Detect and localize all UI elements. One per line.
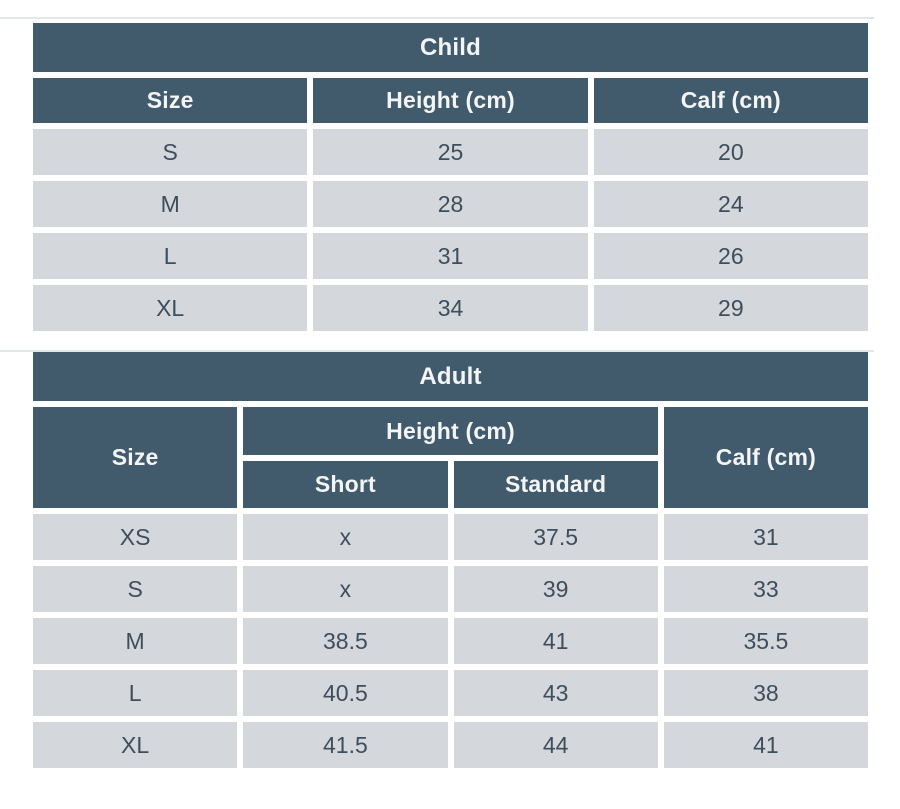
child-column-header-size: Size [33,78,308,123]
adult-height-short-value: x [243,566,448,612]
table-row: M 38.5 41 35.5 [33,618,868,664]
table-row: M 28 24 [33,181,868,227]
child-height-value: 25 [313,129,588,175]
adult-header-group-row: Size Height (cm) Calf (cm) [33,407,868,508]
adult-calf-value: 35.5 [663,618,868,664]
child-height-value: 28 [313,181,588,227]
adult-size-value: XL [33,722,238,768]
top-divider-line [0,17,874,19]
adult-height-standard-value: 37.5 [453,514,658,560]
child-title-row: Child [33,23,868,72]
middle-divider-line [0,350,874,352]
child-table-title: Child [33,23,868,72]
child-height-value: 34 [313,285,588,331]
adult-column-header-standard: Standard [453,461,658,508]
adult-size-value: M [33,618,238,664]
table-row: XL 34 29 [33,285,868,331]
child-size-value: M [33,181,308,227]
table-row: L 31 26 [33,233,868,279]
adult-height-short-value: 41.5 [243,722,448,768]
child-height-value: 31 [313,233,588,279]
adult-calf-value: 33 [663,566,868,612]
child-header-row: Size Height (cm) Calf (cm) [33,78,868,123]
child-column-header-height: Height (cm) [313,78,588,123]
child-size-value: S [33,129,308,175]
table-row: L 40.5 43 38 [33,670,868,716]
adult-size-table: Adult Size Height (cm) Calf (cm) Short S… [27,346,874,774]
adult-column-group-height: Height (cm) [243,407,658,455]
adult-height-short-value: 40.5 [243,670,448,716]
child-calf-value: 26 [593,233,868,279]
table-row: S 25 20 [33,129,868,175]
child-calf-value: 20 [593,129,868,175]
adult-column-header-short: Short [243,461,448,508]
child-column-header-calf: Calf (cm) [593,78,868,123]
table-row: XL 41.5 44 41 [33,722,868,768]
adult-height-standard-value: 44 [453,722,658,768]
adult-height-short-value: 38.5 [243,618,448,664]
adult-table-title: Adult [33,352,868,401]
adult-size-value: XS [33,514,238,560]
adult-title-row: Adult [33,352,868,401]
adult-height-short-value: x [243,514,448,560]
table-row: S x 39 33 [33,566,868,612]
adult-column-header-size: Size [33,407,238,508]
adult-header-sub-row: Short Standard [33,461,868,508]
adult-calf-value: 31 [663,514,868,560]
adult-column-header-calf: Calf (cm) [663,407,868,508]
adult-height-standard-value: 41 [453,618,658,664]
adult-size-value: L [33,670,238,716]
table-row: XS x 37.5 31 [33,514,868,560]
adult-size-value: S [33,566,238,612]
child-calf-value: 24 [593,181,868,227]
child-size-value: XL [33,285,308,331]
adult-height-standard-value: 39 [453,566,658,612]
adult-calf-value: 41 [663,722,868,768]
child-size-value: L [33,233,308,279]
child-size-table: Child Size Height (cm) Calf (cm) S 25 20… [27,17,874,337]
adult-height-standard-value: 43 [453,670,658,716]
adult-calf-value: 38 [663,670,868,716]
child-calf-value: 29 [593,285,868,331]
